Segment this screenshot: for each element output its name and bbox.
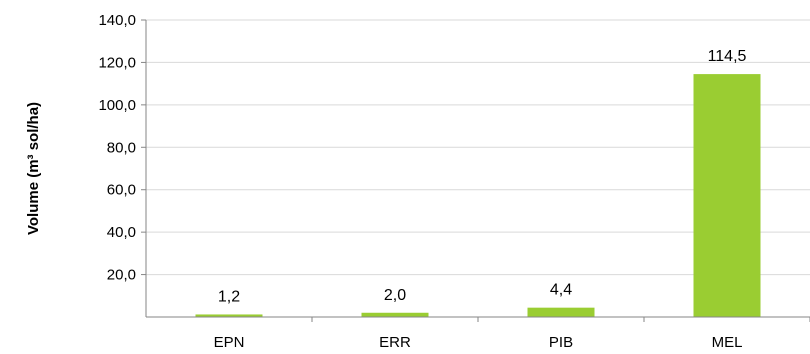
bar-mel (693, 74, 761, 317)
bar-epn (195, 314, 263, 317)
data-label: 2,0 (384, 287, 406, 304)
y-tick-label: 20,0 (107, 267, 136, 284)
y-tick-labels: 20,0 40,0 60,0 80,0 100,0 120,0 140,0 (98, 12, 136, 284)
y-axis-title: Volume (m³ sol/ha) (25, 102, 42, 235)
gridlines (146, 19, 810, 276)
y-tick-label: 80,0 (107, 139, 136, 156)
y-tick-label: 100,0 (98, 97, 136, 114)
bars (195, 74, 761, 317)
y-tick-label: 40,0 (107, 224, 136, 241)
axes (141, 19, 810, 322)
data-labels: 1,2 2,0 4,4 114,5 (218, 48, 747, 305)
data-label: 114,5 (708, 48, 747, 65)
y-tick-label: 140,0 (98, 12, 136, 29)
x-tick-label: ERR (379, 334, 411, 351)
y-tick-label: 60,0 (107, 182, 136, 199)
x-tick-label: PIB (549, 334, 573, 351)
bar-err (361, 312, 429, 317)
x-tick-label: MEL (712, 334, 743, 351)
data-label: 1,2 (218, 288, 240, 305)
bar-pib (527, 307, 595, 317)
data-label: 4,4 (550, 282, 572, 299)
x-tick-label: EPN (214, 334, 245, 351)
x-tick-labels: EPN ERR PIB MEL (214, 334, 743, 351)
y-tick-label: 120,0 (98, 54, 136, 71)
